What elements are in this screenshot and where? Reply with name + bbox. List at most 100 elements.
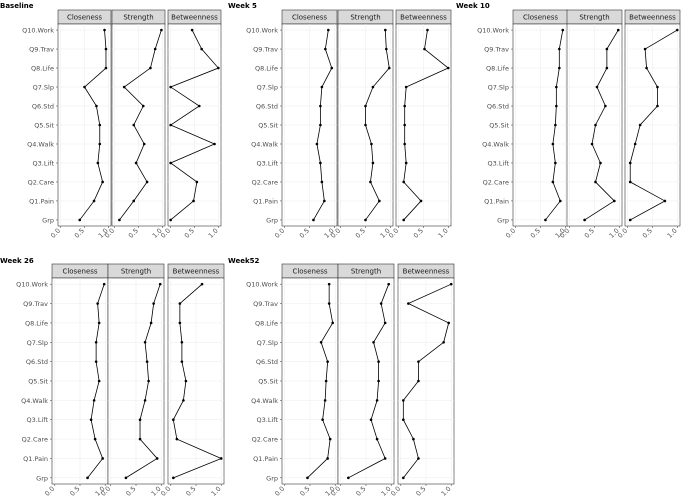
- data-point: [663, 199, 667, 203]
- facet-strip-label: Betweenness: [171, 14, 218, 22]
- data-point: [97, 321, 101, 325]
- data-point: [319, 123, 322, 127]
- y-tick-label: Q9.Trav: [253, 46, 278, 54]
- data-point: [158, 282, 162, 286]
- data-point: [599, 161, 602, 165]
- data-point: [369, 180, 372, 184]
- data-point: [142, 142, 146, 146]
- data-point: [559, 199, 562, 203]
- data-point: [371, 161, 375, 165]
- data-point: [384, 47, 388, 51]
- data-point: [442, 340, 445, 344]
- data-point: [364, 104, 367, 108]
- data-point: [169, 123, 172, 127]
- data-point: [324, 379, 328, 383]
- y-tick-label: Q2.Care: [252, 436, 278, 444]
- data-point: [402, 418, 405, 422]
- data-point: [219, 457, 223, 460]
- x-tick-label: 0.5: [641, 227, 654, 240]
- data-point: [583, 218, 586, 222]
- data-point: [323, 399, 327, 402]
- x-tick-label: 0.0: [273, 485, 286, 498]
- data-point: [633, 142, 637, 146]
- x-tick-label: 0.5: [68, 485, 81, 498]
- y-tick-label: Q7.Slp: [257, 339, 278, 347]
- y-tick-label: Q5.Sit: [258, 378, 278, 386]
- data-point: [404, 85, 408, 89]
- data-point: [98, 123, 102, 127]
- data-point: [551, 180, 555, 184]
- data-point: [364, 123, 367, 127]
- data-point: [78, 218, 82, 222]
- data-point: [412, 437, 415, 441]
- data-point: [97, 379, 101, 383]
- data-point: [153, 47, 157, 51]
- x-tick-label: 0.5: [73, 227, 86, 240]
- data-point: [554, 123, 557, 127]
- data-point: [383, 321, 387, 325]
- data-point: [143, 340, 147, 344]
- data-point: [94, 340, 98, 344]
- data-point: [180, 360, 184, 363]
- data-point: [147, 379, 150, 383]
- data-point: [375, 437, 379, 441]
- data-point: [180, 340, 184, 344]
- data-point: [377, 379, 380, 383]
- x-tick-label: 0.0: [159, 227, 172, 240]
- data-point: [402, 399, 405, 402]
- y-tick-label: Q1.Pain: [29, 197, 54, 205]
- data-point: [92, 199, 96, 203]
- data-point: [172, 418, 175, 422]
- data-point: [423, 47, 426, 51]
- data-point: [402, 180, 406, 184]
- data-point: [319, 104, 322, 108]
- data-point: [175, 437, 179, 441]
- data-point: [96, 302, 99, 305]
- data-point: [95, 104, 98, 108]
- data-point: [141, 104, 145, 108]
- facet-strip-label: Strength: [579, 14, 609, 22]
- data-point: [590, 142, 594, 146]
- y-tick-label: Q1.Pain: [253, 455, 278, 463]
- data-point: [616, 28, 620, 32]
- y-tick-label: Q7.Slp: [33, 84, 54, 92]
- data-point: [328, 437, 332, 441]
- data-point: [319, 340, 323, 344]
- data-point: [96, 161, 100, 165]
- data-point: [169, 161, 172, 165]
- data-point: [315, 142, 319, 146]
- data-point: [561, 28, 565, 32]
- data-point: [306, 476, 309, 480]
- data-point: [178, 302, 182, 305]
- data-point: [643, 47, 647, 51]
- data-point: [628, 180, 632, 184]
- data-point: [326, 457, 329, 460]
- x-tick-label: 0.0: [504, 227, 517, 240]
- y-tick-label: Q3.Lift: [33, 159, 55, 167]
- y-tick-label: Q7.Slp: [488, 84, 509, 92]
- data-point: [149, 66, 152, 70]
- data-point: [134, 161, 138, 165]
- y-tick-label: Q9.Trav: [23, 300, 48, 308]
- facet-strip-label: Strength: [123, 14, 153, 22]
- data-point: [555, 85, 558, 89]
- data-point: [449, 282, 453, 286]
- data-point: [594, 123, 597, 127]
- data-point: [323, 199, 326, 203]
- facet-strip-label: Closeness: [67, 14, 102, 22]
- data-point: [327, 28, 330, 32]
- data-point: [558, 47, 561, 51]
- data-point: [327, 302, 331, 305]
- facet-strip-label: Closeness: [292, 268, 327, 276]
- y-tick-label: Q4.Walk: [251, 397, 278, 405]
- y-tick-label: Q4.Walk: [251, 140, 278, 148]
- chart-group-3: Week 26 Q10.Work Q9.Trav Q8.Life Q7.Slp Q6.St…: [0, 257, 225, 498]
- data-point: [213, 142, 216, 146]
- facet-strip-label: Strength: [350, 14, 380, 22]
- data-point: [321, 418, 324, 422]
- data-point: [169, 218, 172, 222]
- data-point: [118, 218, 121, 222]
- y-tick-label: Q1.Pain: [23, 455, 48, 463]
- data-point: [320, 85, 324, 89]
- x-tick-label: 0.5: [583, 227, 596, 240]
